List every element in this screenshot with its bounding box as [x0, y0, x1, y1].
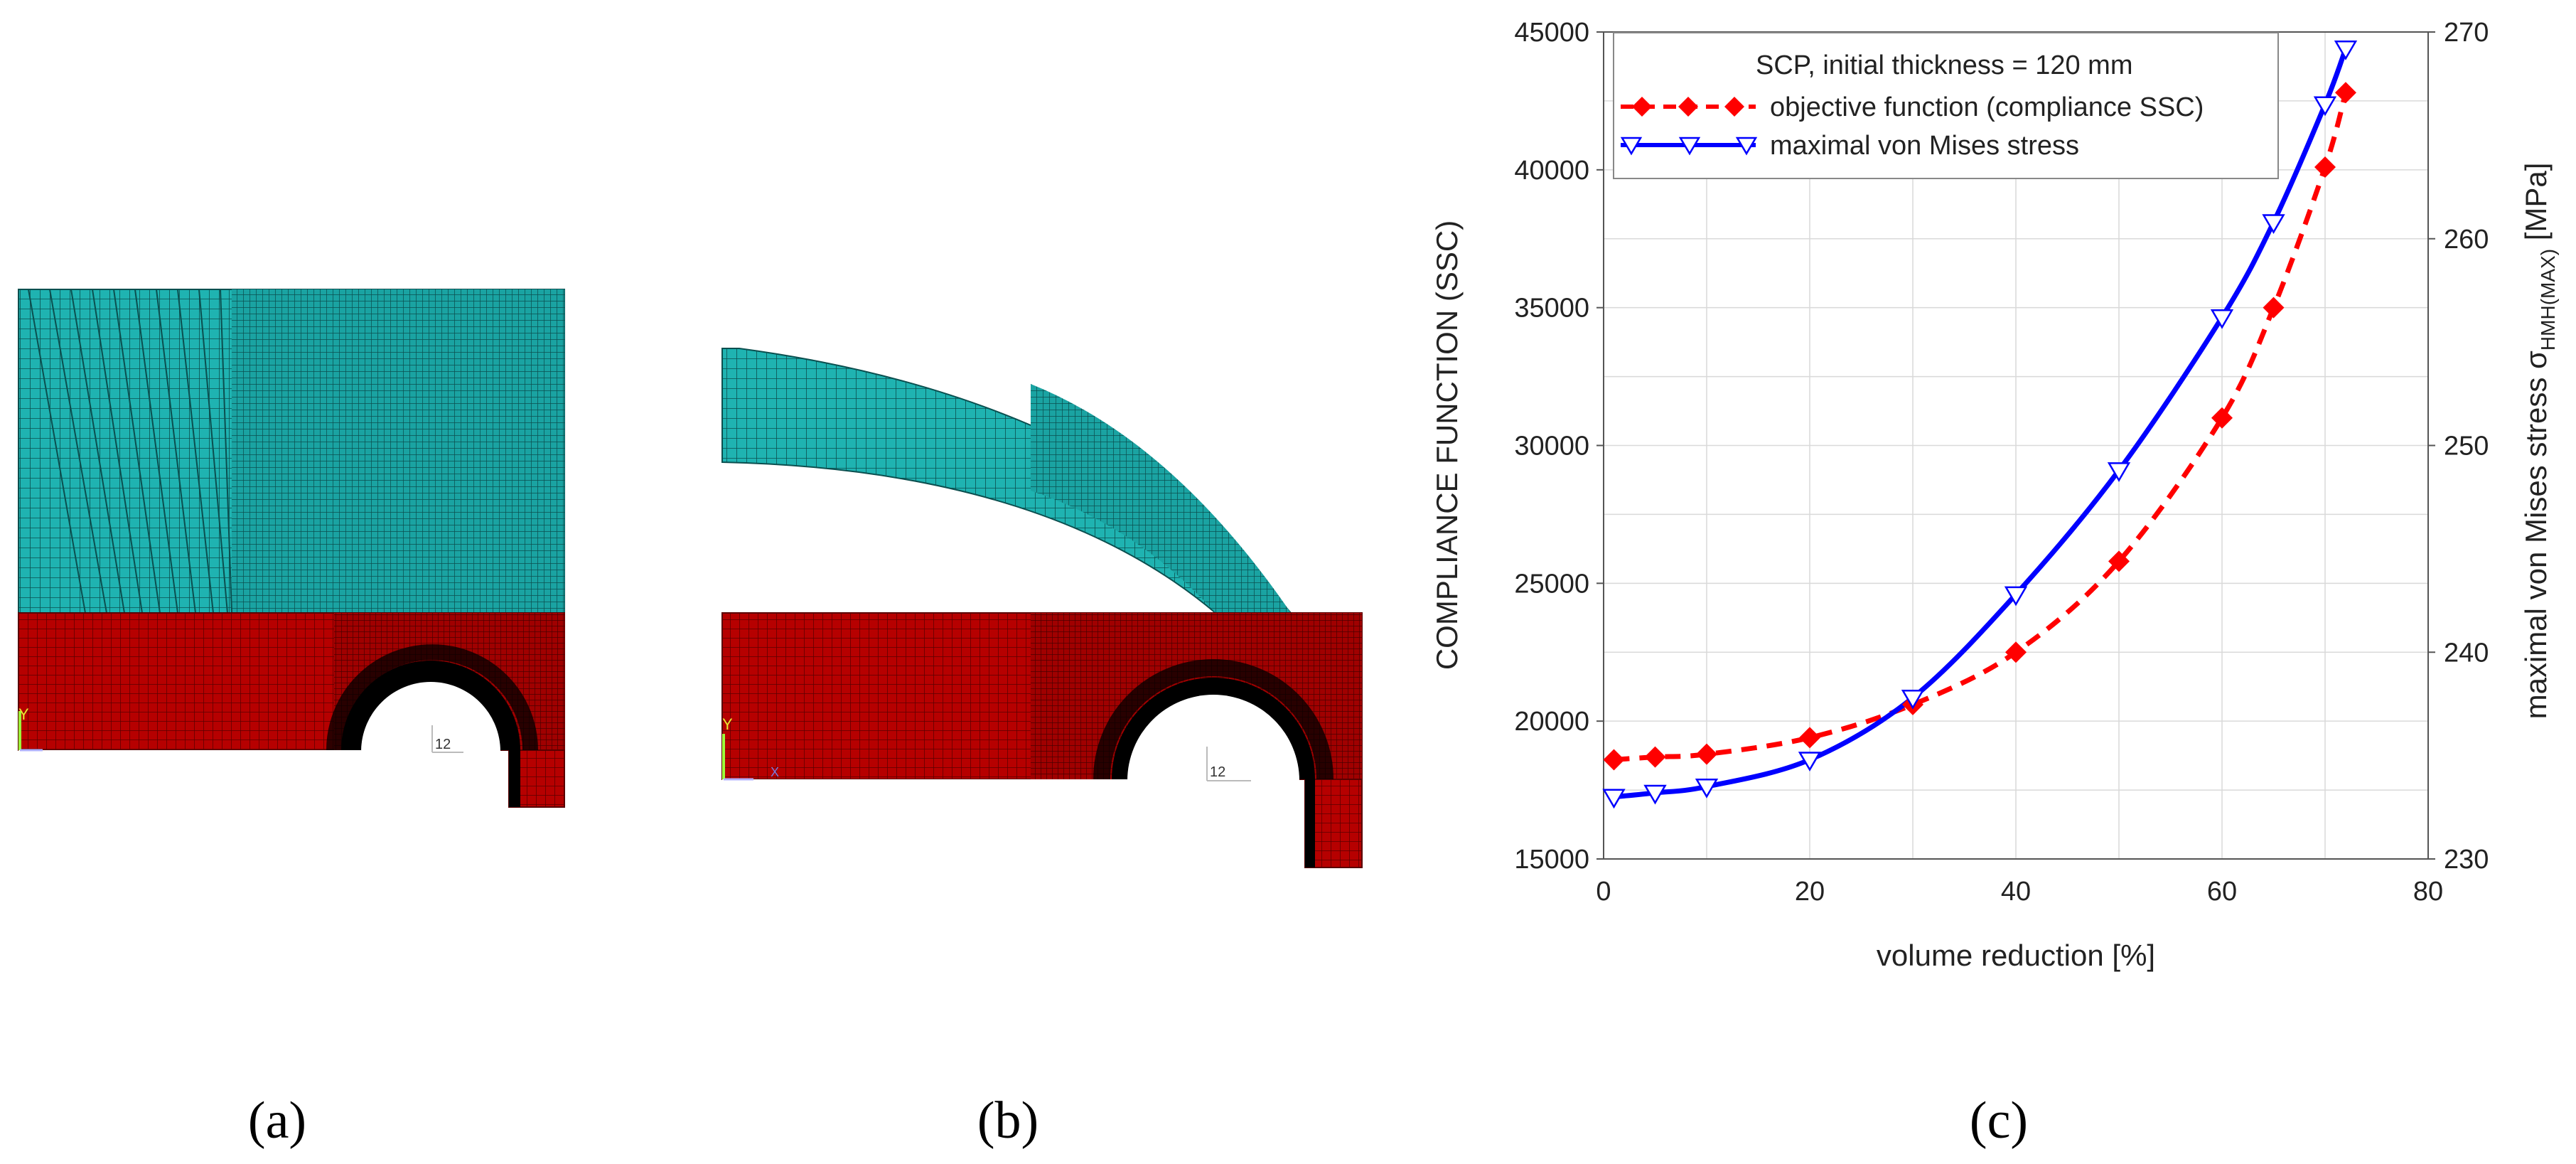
y-tick-label-right: 230: [2444, 845, 2489, 875]
axis-triad-b: Y X: [722, 715, 779, 781]
data-point-mises: [2334, 41, 2358, 60]
legend-swatch-mises: [1620, 137, 1758, 156]
x-tick-label: 60: [2207, 877, 2237, 907]
data-point-objective: [1603, 749, 1625, 771]
y-tick-label-left: 45000: [1514, 18, 1589, 48]
hole-dense-ring-outer-b: [1093, 659, 1333, 780]
legend-entry-objective: objective function (compliance SSC): [1770, 92, 2204, 122]
hole-cutout: [361, 682, 500, 752]
data-point-mises: [2262, 214, 2285, 234]
hole-dense-ring-outer: [326, 644, 538, 751]
data-point-objective: [2263, 297, 2285, 319]
data-point-objective: [2005, 641, 2027, 663]
data-point-objective: [2335, 82, 2356, 104]
x-tick-label: 40: [2001, 877, 2031, 907]
data-point-mises: [1602, 789, 1626, 809]
data-point-objective: [2108, 550, 2130, 572]
legend-swatch-objective: [1621, 97, 1756, 117]
data-point-mises: [1798, 752, 1822, 771]
node-label-a: 12: [435, 737, 451, 752]
legend-box: [1613, 32, 2279, 179]
y-axis-title-right-subscript: HMH(MAX): [2537, 249, 2559, 351]
upper-mesh-fine-region: [232, 289, 564, 613]
data-point-objective: [2314, 156, 2336, 178]
node-label-b: 12: [1210, 764, 1225, 780]
below-lower-mesh-blank-b: [722, 779, 1127, 872]
y-tick-label-left: 15000: [1514, 845, 1589, 875]
curved-upper-mesh-fine: [1031, 384, 1291, 613]
y-axis-title-right-suffix: [MPa]: [2519, 163, 2553, 249]
data-point-mises: [2004, 586, 2028, 607]
axis-label-y-a: Y: [18, 705, 29, 723]
axis-label-y-b: Y: [722, 715, 733, 733]
data-point-objective: [1799, 727, 1820, 749]
y-tick-label-right: 260: [2444, 225, 2489, 255]
y-tick-label-left: 40000: [1514, 156, 1589, 186]
legend-entry-mises: maximal von Mises stress: [1770, 131, 2079, 161]
x-tick-label: 80: [2413, 877, 2443, 907]
node-marker-a: 12: [431, 725, 463, 753]
chart-legend: SCP, initial thickness = 120 mm objectiv…: [1613, 32, 2279, 179]
data-point-objective: [1644, 746, 1666, 768]
data-point-mises: [1901, 689, 1925, 710]
caption-c: (c): [1970, 1091, 2028, 1150]
upper-mesh-radial-lines: [28, 289, 232, 614]
data-point-mises: [2210, 309, 2234, 329]
axis-triad-a: Y: [18, 705, 43, 752]
series-line-mises: [1614, 48, 2349, 800]
y-tick-label-left: 20000: [1514, 707, 1589, 737]
y-tick-label-left: 35000: [1514, 294, 1589, 324]
x-axis-title: volume reduction [%]: [1877, 939, 2155, 972]
chart-panel-c: 0 20 40 60 80 15000 20000 25000 30000 35000 40000 4…: [1430, 18, 2559, 972]
caption-b: (b): [977, 1091, 1039, 1150]
y-tick-label-left: 30000: [1514, 432, 1589, 461]
y-axis-title-right-prefix: maximal von Mises stress σ: [2519, 351, 2553, 719]
y-tick-label-right: 270: [2444, 18, 2489, 48]
y-axis-title-right: maximal von Mises stress σHMH(MAX) [MPa]: [2519, 163, 2559, 720]
data-point-mises: [2107, 462, 2131, 482]
series-line-objective: [1614, 92, 2349, 762]
hole-cutout-b: [1127, 695, 1299, 781]
data-point-objective: [1696, 743, 1717, 765]
y-tick-label-right: 250: [2444, 432, 2489, 461]
chart-ticks: 0 20 40 60 80 15000 20000 25000 30000 35000 40000 4…: [1514, 18, 2489, 907]
mesh-panel-b: Y X 12: [721, 348, 1363, 872]
axis-label-x-b: X: [771, 765, 779, 779]
y-axis-title-left: COMPLIANCE FUNCTION (SSC): [1430, 220, 1464, 670]
x-tick-label: 0: [1596, 877, 1611, 907]
node-marker-b: 12: [1206, 747, 1251, 781]
data-point-mises: [1643, 784, 1667, 805]
data-point-mises: [2313, 96, 2337, 117]
y-tick-label-left: 25000: [1514, 569, 1589, 599]
data-point-mises: [1695, 778, 1719, 799]
mesh-panel-a: Y 12: [18, 289, 565, 814]
x-tick-label: 20: [1795, 877, 1825, 907]
chart-series: [1614, 48, 2349, 800]
caption-a: (a): [248, 1091, 306, 1150]
y-tick-label-right: 240: [2444, 638, 2489, 668]
legend-title: SCP, initial thickness = 120 mm: [1756, 50, 2132, 80]
chart-markers: [1602, 41, 2358, 809]
below-lower-mesh-blank: [18, 750, 361, 814]
data-point-objective: [2211, 407, 2233, 429]
